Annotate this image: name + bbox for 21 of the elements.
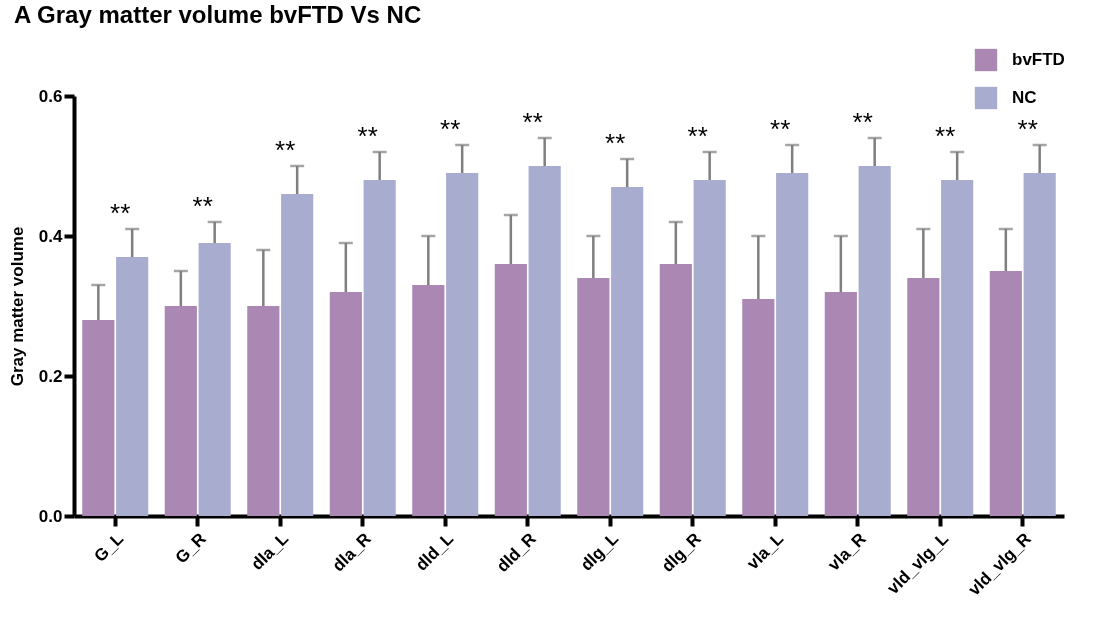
annotation: ** [687, 121, 708, 151]
annotation: ** [357, 121, 378, 151]
annotation: ** [852, 107, 873, 137]
y-tick-label: 0.6 [38, 86, 63, 106]
annotation: ** [192, 191, 213, 221]
legend-label: NC [1012, 88, 1037, 107]
annotation: ** [522, 107, 543, 137]
x-tick-label: G_L [90, 529, 128, 566]
legend-label: bvFTD [1012, 50, 1065, 69]
annotation: ** [275, 135, 296, 165]
y-tick-label: 0.2 [38, 366, 63, 386]
annotation: ** [935, 121, 956, 151]
y-axis-title: Gray matter volume [7, 226, 27, 387]
chart-title: A Gray matter volume bvFTD Vs NC [14, 1, 422, 28]
annotation: ** [770, 114, 791, 144]
annotation: ** [440, 114, 461, 144]
annotation: ** [605, 128, 626, 158]
annotation: ** [1017, 114, 1038, 144]
y-tick-label: 0.4 [38, 226, 64, 246]
annotation: ** [110, 198, 131, 228]
y-tick-label: 0.0 [38, 506, 63, 526]
